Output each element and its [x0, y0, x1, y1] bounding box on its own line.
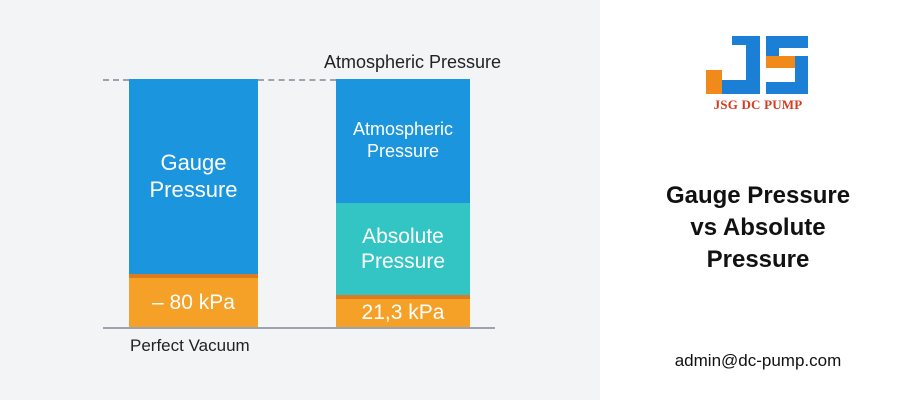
atmospheric-pressure-label: Atmospheric Pressure [352, 119, 454, 161]
headline-line: vs Absolute [690, 213, 826, 241]
atmospheric-reference-line-middle [258, 79, 336, 81]
absolute-pressure-label: Absolute Pressure [360, 224, 446, 273]
gauge-pressure-bar: Gauge Pressure [129, 79, 258, 274]
gauge-value-bar: – 80 kPa [129, 278, 258, 327]
perfect-vacuum-line [103, 327, 495, 329]
atmospheric-pressure-bar: Atmospheric Pressure [336, 79, 470, 203]
absolute-value-label: 21,3 kPa [361, 301, 445, 324]
contact-email: admin@dc-pump.com [674, 351, 842, 370]
absolute-bar-divider [336, 295, 470, 299]
atmospheric-pressure-reference-label: Atmospheric Pressure [324, 52, 502, 72]
jsg-logo-icon [706, 36, 808, 94]
perfect-vacuum-label: Perfect Vacuum [130, 336, 250, 355]
headline: Gauge Pressure vs Absolute Pressure [628, 180, 888, 276]
headline-line: Pressure [706, 245, 810, 273]
atmospheric-reference-line-left [103, 79, 129, 81]
logo-wordmark: JSG DC PUMP [713, 97, 803, 112]
pressure-diagram: Gauge Pressure – 80 kPa Atmospheric Pres… [0, 0, 600, 400]
gauge-pressure-label: Gauge Pressure [149, 150, 238, 202]
absolute-pressure-bar: Absolute Pressure [336, 203, 470, 295]
gauge-bar-divider [129, 274, 258, 278]
headline-line: Gauge Pressure [665, 182, 851, 209]
absolute-value-bar: 21,3 kPa [336, 299, 470, 327]
gauge-value-label: – 80 kPa [152, 290, 235, 314]
